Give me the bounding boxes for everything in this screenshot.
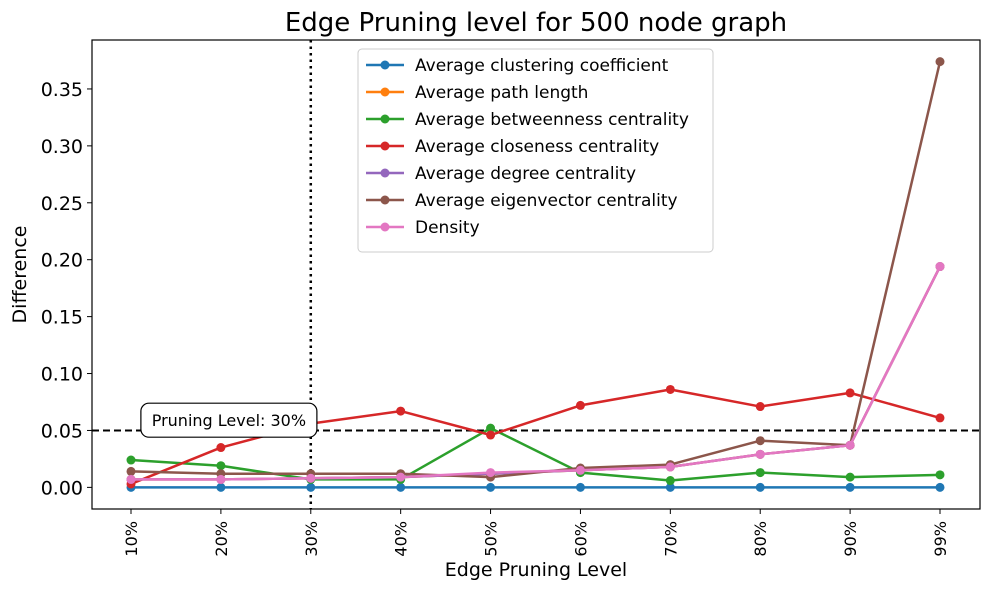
data-point-6 [216,474,226,484]
x-tick-label: 30% [302,521,321,557]
y-tick-label: 0.25 [41,193,83,215]
y-tick-label: 0.10 [41,364,83,386]
data-point-6 [396,472,406,482]
y-tick-label: 0.30 [41,136,83,158]
legend-label: Average degree centrality [415,164,636,184]
data-point-6 [486,468,496,478]
data-point-6 [755,449,765,459]
y-axis: 0.00 0.05 0.10 0.15 0.20 0.25 0.30 0.35 [41,79,92,499]
legend-label: Average path length [415,83,588,103]
legend-marker [380,222,390,232]
data-point-3 [486,430,496,440]
legend-item: Average clustering coefficient [366,56,669,76]
x-tick-label: 99% [931,521,950,557]
data-point-5 [755,436,765,446]
x-tick-label: 40% [392,521,411,557]
data-point-3 [665,384,675,394]
data-point-6 [575,465,585,475]
data-point-0 [575,482,585,492]
data-point-3 [396,406,406,416]
data-point-0 [396,482,406,492]
x-tick-label: 60% [571,521,590,557]
x-tick-label: 20% [212,521,231,557]
data-point-3 [575,400,585,410]
chart-title: Edge Pruning level for 500 node graph [285,8,787,38]
legend-marker [380,195,390,205]
data-point-0 [306,482,316,492]
legend-label: Average closeness centrality [415,137,659,157]
data-point-3 [845,388,855,398]
legend-label: Average betweenness centrality [415,110,689,130]
legend-item: Average eigenvector centrality [366,191,678,211]
x-tick-label: 70% [661,521,680,557]
data-point-6 [665,462,675,472]
legend-marker [380,114,390,124]
legend-item: Average betweenness centrality [366,110,689,130]
y-tick-label: 0.00 [41,477,83,499]
annotation-text: Pruning Level: 30% [152,411,306,430]
legend-label: Average eigenvector centrality [415,191,678,211]
data-point-2 [755,468,765,478]
data-point-2 [935,470,945,480]
data-point-6 [935,262,945,272]
data-point-0 [755,482,765,492]
x-tick-label: 50% [482,521,501,557]
plot-area: Pruning Level: 30% [92,40,980,509]
legend-marker [380,60,390,70]
data-point-5 [126,466,136,476]
legend-marker [380,87,390,97]
legend-box [357,48,714,253]
plot-frame [91,39,981,510]
data-point-2 [126,455,136,465]
x-axis-title: Edge Pruning Level [445,559,627,581]
data-point-6 [126,474,136,484]
legend-marker [380,168,390,178]
legend-marker [380,141,390,151]
y-tick-label: 0.20 [41,250,83,272]
data-point-2 [486,423,496,433]
data-point-0 [216,482,226,492]
x-tick-label: 10% [122,521,141,557]
data-point-3 [216,443,226,453]
data-point-2 [216,461,226,471]
data-point-5 [935,57,945,67]
data-point-3 [755,402,765,412]
legend-item: Average degree centrality [366,164,636,184]
series-line-6 [131,265,942,481]
x-tick-label: 80% [751,521,770,557]
data-point-6 [306,473,316,483]
legend-item: Average closeness centrality [366,137,659,157]
annotation-box [140,402,318,438]
legend: Average clustering coefficient Average pa… [357,48,714,253]
x-tick-label: 90% [841,521,860,557]
data-point-0 [486,482,496,492]
annotation: Pruning Level: 30% [140,402,318,438]
legend-label: Density [415,218,480,238]
data-point-0 [665,482,675,492]
y-tick-label: 0.35 [41,79,83,101]
data-point-6 [845,440,855,450]
legend-label: Average clustering coefficient [415,56,669,76]
y-tick-label: 0.15 [41,307,83,329]
data-point-2 [845,472,855,482]
legend-item: Average path length [366,83,588,103]
data-point-0 [845,482,855,492]
data-point-2 [665,476,675,486]
y-tick-label: 0.05 [41,420,83,442]
data-point-3 [935,413,945,423]
legend-item: Density [366,218,480,238]
data-point-0 [935,482,945,492]
x-axis: 10% 20% 30% 40% 50% 60% 70% 80% 90% 99% [122,509,950,557]
y-axis-title: Difference [9,226,31,324]
